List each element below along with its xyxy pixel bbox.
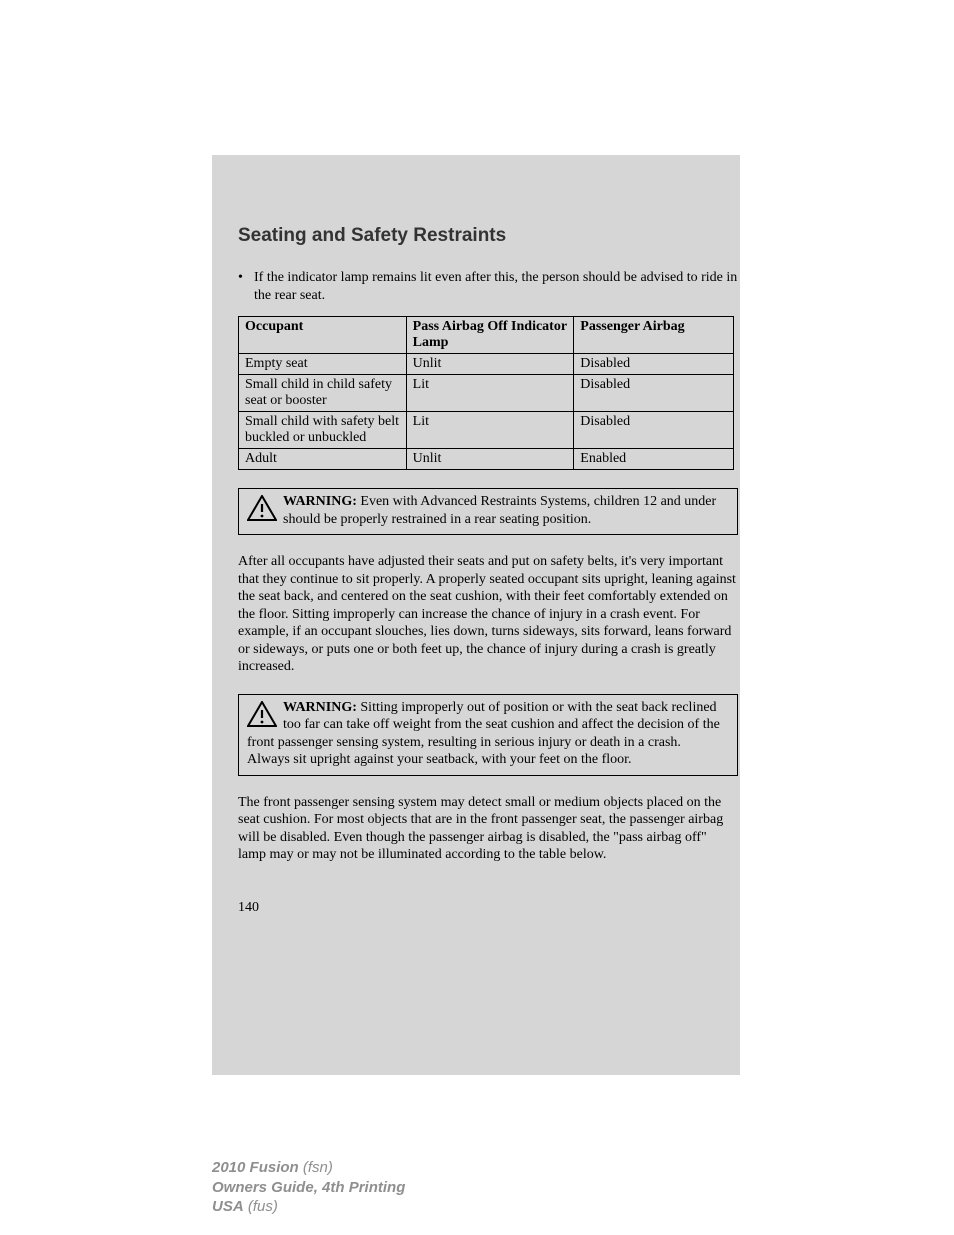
table-cell: Lit [406,412,574,449]
table-cell: Small child in child safety seat or boos… [239,375,407,412]
airbag-table: Occupant Pass Airbag Off Indicator Lamp … [238,316,734,470]
table-header: Passenger Airbag [574,317,734,354]
table-cell: Disabled [574,354,734,375]
footer-line-2: Owners Guide, 4th Printing [212,1178,405,1198]
body-paragraph-1: After all occupants have adjusted their … [238,553,738,676]
footer-model: 2010 Fusion [212,1159,299,1176]
warning-label: WARNING: [283,494,357,509]
table-cell: Unlit [406,449,574,470]
warning-icon [247,701,277,733]
footer-line-1: 2010 Fusion (fsn) [212,1158,405,1178]
table-header: Occupant [239,317,407,354]
warning-box-2: WARNING: Sitting improperly out of posit… [238,694,738,776]
bullet-paragraph: If the indicator lamp remains lit even a… [238,269,738,304]
section-title: Seating and Safety Restraints [238,225,738,247]
body-paragraph-2: The front passenger sensing system may d… [238,794,738,864]
table-cell: Adult [239,449,407,470]
warning-icon [247,495,277,527]
table-cell: Disabled [574,375,734,412]
footer-line-3: USA (fus) [212,1197,405,1217]
warning-text-line2: Always sit upright against your seatback… [247,751,729,769]
table-row: Small child with safety belt buckled or … [239,412,734,449]
table-row: Small child in child safety seat or boos… [239,375,734,412]
page-number: 140 [238,900,738,916]
warning-box-1: WARNING: Even with Advanced Restraints S… [238,488,738,535]
warning-label: WARNING: [283,700,357,715]
table-cell: Small child with safety belt buckled or … [239,412,407,449]
footer-country: USA [212,1198,244,1215]
table-row: Empty seat Unlit Disabled [239,354,734,375]
table-row: Adult Unlit Enabled [239,449,734,470]
table-cell: Empty seat [239,354,407,375]
table-header: Pass Airbag Off Indicator Lamp [406,317,574,354]
table-cell: Disabled [574,412,734,449]
table-cell: Unlit [406,354,574,375]
footer: 2010 Fusion (fsn) Owners Guide, 4th Prin… [212,1158,405,1217]
footer-code2: (fus) [244,1198,278,1215]
page-content: Seating and Safety Restraints If the ind… [238,225,738,916]
table-cell: Enabled [574,449,734,470]
footer-code1: (fsn) [299,1159,333,1176]
table-cell: Lit [406,375,574,412]
table-header-row: Occupant Pass Airbag Off Indicator Lamp … [239,317,734,354]
